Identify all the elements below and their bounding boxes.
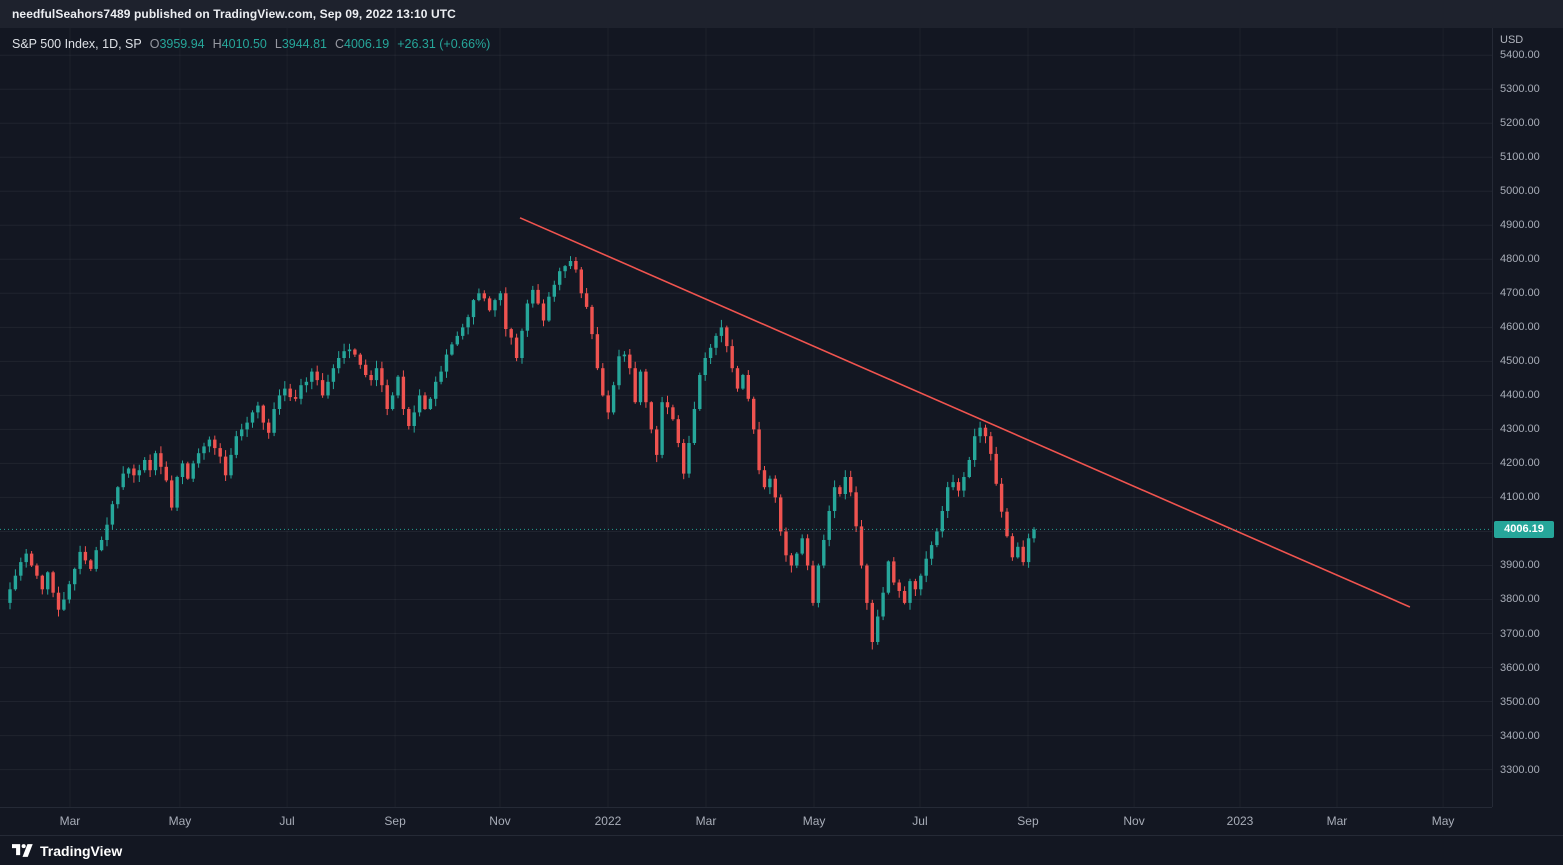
time-axis-label: May xyxy=(1431,814,1455,828)
time-axis-label: May xyxy=(168,814,192,828)
price-tick-label: 4100.00 xyxy=(1500,491,1540,504)
price-tick-label: 4200.00 xyxy=(1500,457,1540,470)
price-tick-label: 3400.00 xyxy=(1500,729,1540,742)
time-axis-label: Nov xyxy=(1123,814,1145,828)
candles-series xyxy=(8,256,1036,650)
price-tick-label: 3800.00 xyxy=(1500,593,1540,606)
price-tick-label: 4600.00 xyxy=(1500,321,1540,334)
price-tick-label: 4300.00 xyxy=(1500,423,1540,436)
price-tick-label: 3900.00 xyxy=(1500,559,1540,572)
price-tick-label: 5300.00 xyxy=(1500,83,1540,96)
time-axis-label: Jul xyxy=(912,814,928,828)
tradingview-wordmark[interactable]: TradingView xyxy=(40,842,123,859)
ohlc-high: H4010.50 xyxy=(212,37,267,51)
price-tick-label: 3600.00 xyxy=(1500,661,1540,674)
ohlc-open: O3959.94 xyxy=(149,37,205,51)
time-axis-label: May xyxy=(802,814,826,828)
price-tick-label: 4700.00 xyxy=(1500,287,1540,300)
time-axis-label: Mar xyxy=(1326,814,1348,828)
price-tick-label: 4900.00 xyxy=(1500,219,1540,232)
change-label: +26.31 (+0.66%) xyxy=(397,37,491,51)
time-axis-label: 2022 xyxy=(594,814,622,828)
price-tick-label: 4400.00 xyxy=(1500,389,1540,402)
publish-text: needfulSeahors7489 published on TradingV… xyxy=(12,7,456,21)
price-tick-label: 5200.00 xyxy=(1500,117,1540,130)
price-tick-label: 3500.00 xyxy=(1500,695,1540,708)
publish-header: needfulSeahors7489 published on TradingV… xyxy=(0,0,1563,28)
chart-legend: S&P 500 Index, 1D, SP O3959.94 H4010.50 … xyxy=(12,37,490,51)
trendline[interactable] xyxy=(519,217,1411,608)
last-price-badge: 4006.19 xyxy=(1494,520,1554,538)
chart-canvas[interactable]: S&P 500 Index, 1D, SP O3959.94 H4010.50 … xyxy=(0,28,1492,807)
price-axis[interactable]: USD 4006.19 3300.00 3400.00 3500.00 3600.00… xyxy=(1492,28,1563,807)
time-axis-label: Mar xyxy=(695,814,717,828)
time-axis-label: 2023 xyxy=(1226,814,1254,828)
price-tick-label: 5000.00 xyxy=(1500,185,1540,198)
time-axis-label: Jul xyxy=(279,814,295,828)
time-axis[interactable]: Mar May Jul Sep Nov 2022 Mar May Jul Sep Nov 2023 Ma… xyxy=(0,807,1492,835)
time-axis-label: Mar xyxy=(59,814,81,828)
ohlc-low: L3944.81 xyxy=(274,37,327,51)
price-tick-label: 3700.00 xyxy=(1500,627,1540,640)
time-axis-label: Sep xyxy=(384,814,406,828)
time-axis-label: Nov xyxy=(489,814,511,828)
footer-bar: TradingView xyxy=(0,835,1563,865)
price-tick-label: 3300.00 xyxy=(1500,763,1540,776)
tradingview-logo-icon[interactable] xyxy=(12,842,33,859)
time-axis-label: Sep xyxy=(1017,814,1039,828)
currency-label: USD xyxy=(1500,34,1524,46)
price-tick-label: 5100.00 xyxy=(1500,151,1540,164)
price-tick-label: 4500.00 xyxy=(1500,355,1540,368)
ohlc-close: C4006.19 xyxy=(335,37,390,51)
grid xyxy=(0,28,1492,807)
candlestick-chart[interactable] xyxy=(0,28,1492,807)
symbol-title[interactable]: S&P 500 Index, 1D, SP xyxy=(12,37,142,51)
price-tick-label: 5400.00 xyxy=(1500,49,1540,62)
price-tick-label: 4800.00 xyxy=(1500,253,1540,266)
